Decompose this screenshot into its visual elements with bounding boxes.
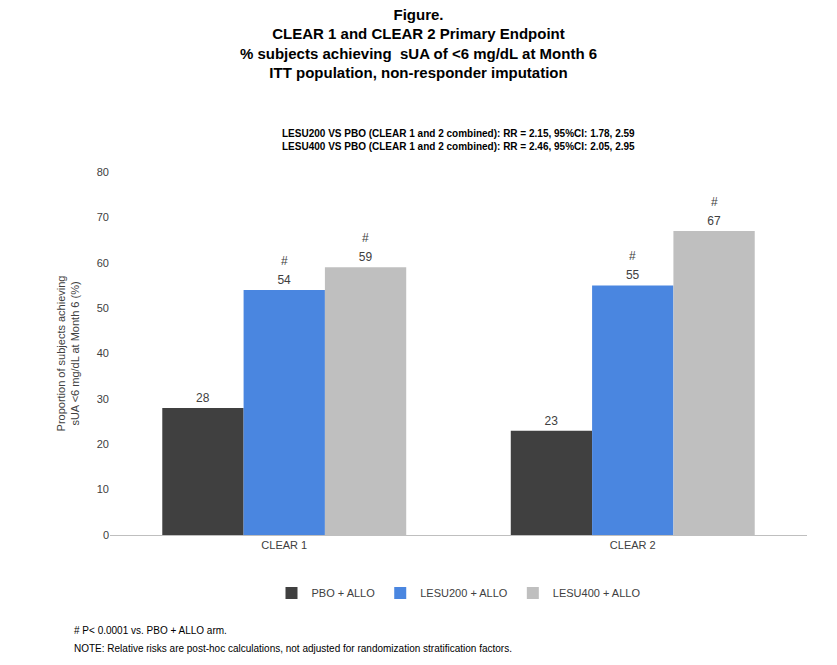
svg-text:LESU200 VS PBO (CLEAR 1 and 2: LESU200 VS PBO (CLEAR 1 and 2 combined):… (282, 128, 635, 152)
svg-text:LESU200 + ALLO: LESU200 + ALLO (420, 587, 508, 599)
svg-text:50: 50 (97, 302, 109, 314)
svg-text:Proportion of subjects achievi: Proportion of subjects achievingsUA <6 m… (55, 276, 81, 432)
svg-text:55: 55 (626, 268, 640, 282)
svg-text:60: 60 (97, 257, 109, 269)
svg-text:CLEAR 2: CLEAR 2 (610, 539, 656, 551)
svg-text:28: 28 (196, 391, 210, 405)
svg-text:#: # (711, 195, 718, 209)
svg-text:70: 70 (97, 211, 109, 223)
svg-text:0: 0 (103, 529, 109, 541)
svg-text:30: 30 (97, 393, 109, 405)
svg-text:54: 54 (277, 273, 291, 287)
svg-text:# P< 0.0001 vs. PBO + ALLO arm: # P< 0.0001 vs. PBO + ALLO arm. (74, 625, 227, 636)
svg-text:CLEAR 1: CLEAR 1 (261, 539, 307, 551)
svg-text:40: 40 (97, 347, 109, 359)
svg-text:#: # (281, 254, 288, 268)
svg-text:59: 59 (359, 250, 373, 264)
svg-text:20: 20 (97, 438, 109, 450)
svg-text:#: # (629, 249, 636, 263)
svg-text:67: 67 (707, 214, 721, 228)
svg-text:80: 80 (97, 166, 109, 178)
svg-text:23: 23 (545, 414, 559, 428)
svg-text:NOTE: Relative risks are post-: NOTE: Relative risks are post-hoc calcul… (74, 643, 512, 654)
svg-text:PBO + ALLO: PBO + ALLO (312, 587, 376, 599)
svg-text:Figure.CLEAR 1 and CLEAR 2 Pri: Figure.CLEAR 1 and CLEAR 2 Primary Endpo… (240, 6, 597, 82)
svg-text:#: # (362, 231, 369, 245)
svg-text:LESU400 + ALLO: LESU400 + ALLO (553, 587, 641, 599)
svg-text:10: 10 (97, 483, 109, 495)
